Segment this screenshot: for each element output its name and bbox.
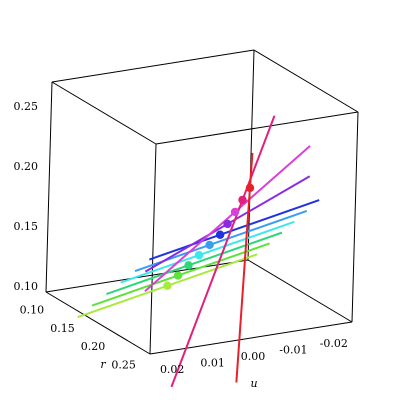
r-tick-label: 0.20 [81,340,106,353]
series-point [194,250,204,260]
tick-labels: 0.10 0.15 0.20 0.25 0.10 0.15 0.20 0.25 0.02 0.01… [14,100,348,376]
u-tick-label: 0.02 [160,363,185,376]
box-edge [247,259,353,323]
series-line [120,220,295,284]
box-edge [51,81,157,145]
series-line [144,145,311,292]
series-point [205,240,214,250]
z-tick-label: 0.25 [14,100,39,113]
box-frame [45,49,359,355]
z-tick-label: 0.20 [14,160,39,173]
series-point [184,261,193,270]
series-point [238,195,247,205]
box-edge [155,111,359,145]
box-edge [45,81,53,293]
box-edge [149,143,157,355]
series-point [245,183,255,193]
box-edge [45,291,151,355]
series-point [223,219,232,229]
series-line [148,199,320,261]
u-tick-label: 0.01 [200,356,225,369]
box-edge [45,259,249,293]
series-point [215,230,225,239]
u-axis-label: u [250,377,257,390]
box-edge [253,49,359,113]
r-tick-label: 0.25 [111,358,136,371]
series-point [173,271,183,280]
series-line [106,231,283,296]
u-tick-label: -0.02 [320,337,348,350]
u-tick-label: 0.00 [241,350,266,363]
series-line [170,115,276,388]
r-tick-label: 0.10 [20,304,45,317]
series-point [163,281,172,290]
box-edge [51,49,255,83]
box-edge [351,111,359,323]
series-point [230,207,240,217]
r-axis-label: r [100,358,106,371]
series-points [163,183,255,290]
z-tick-label: 0.10 [14,280,39,293]
box-edge [149,321,353,355]
u-tick-label: -0.01 [279,344,307,357]
r-tick-label: 0.15 [50,322,75,335]
z-tick-label: 0.15 [14,220,39,233]
